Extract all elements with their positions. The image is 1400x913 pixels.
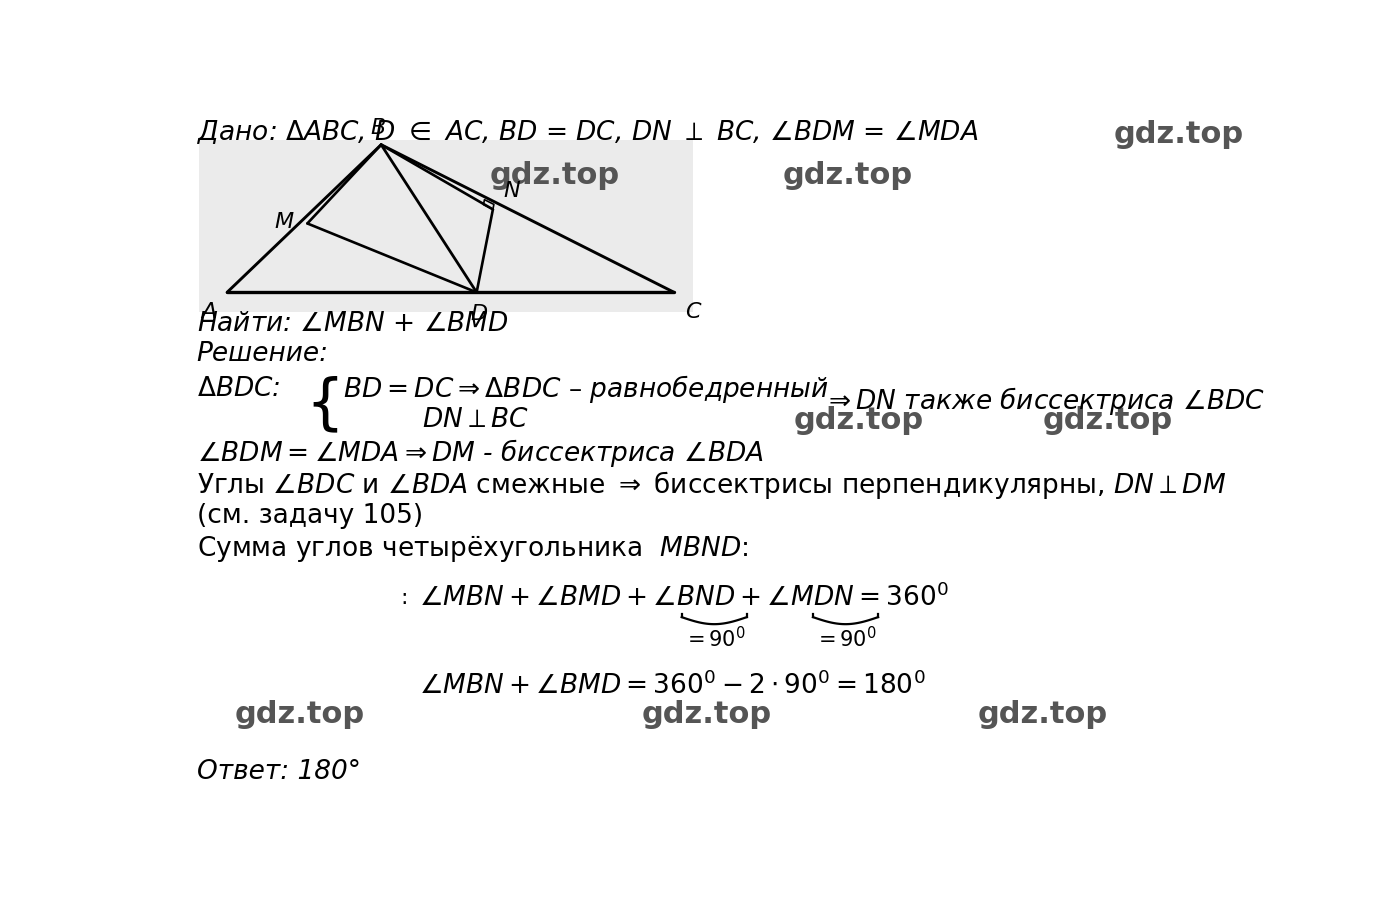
Text: $=90^0$: $=90^0$: [683, 625, 746, 651]
Text: $\angle MBN + \angle BMD + \angle BND + \angle MDN = 360^0$: $\angle MBN + \angle BMD + \angle BND + …: [419, 584, 949, 613]
Text: gdz.top: gdz.top: [783, 161, 913, 190]
Text: Углы $\angle BDC$ и $\angle BDA$ смежные $\Rightarrow$ биссектрисы перпендикуляр: Углы $\angle BDC$ и $\angle BDA$ смежные…: [196, 469, 1226, 501]
Text: gdz.top: gdz.top: [977, 699, 1107, 729]
Text: (см. задачу 105): (см. задачу 105): [196, 503, 423, 529]
Text: $\angle MBN + \angle BMD = 360^0 - 2 \cdot 90^0 = 180^0$: $\angle MBN + \angle BMD = 360^0 - 2 \cd…: [419, 672, 925, 700]
Text: C: C: [685, 302, 700, 322]
Text: $DN \perp BC$: $DN \perp BC$: [423, 407, 529, 434]
Text: Сумма углов четырёхугольника  $MBND$:: Сумма углов четырёхугольника $MBND$:: [196, 533, 748, 564]
Text: Найти: $\angle$MBN + $\angle$BMD: Найти: $\angle$MBN + $\angle$BMD: [196, 311, 508, 337]
Text: $\angle BDM = \angle MDA \Rightarrow DM$ - биссектриса $\angle BDA$: $\angle BDM = \angle MDA \Rightarrow DM$…: [196, 436, 763, 468]
Text: Дано: $\Delta$ABC, D $\in$ AC, BD = DC, DN $\perp$ BC, $\angle$BDM = $\angle$MDA: Дано: $\Delta$ABC, D $\in$ AC, BD = DC, …: [196, 118, 979, 146]
Text: gdz.top: gdz.top: [235, 699, 365, 729]
Text: $\Rightarrow DN$ также биссектриса $\angle BDC$: $\Rightarrow DN$ также биссектриса $\ang…: [823, 384, 1264, 416]
Text: {: {: [305, 375, 344, 435]
Text: :: :: [400, 588, 409, 608]
Text: $\Delta$BDC:: $\Delta$BDC:: [196, 376, 280, 403]
Text: M: M: [274, 212, 293, 232]
Text: B: B: [370, 118, 385, 138]
FancyBboxPatch shape: [199, 140, 693, 312]
Text: $BD = DC \Rightarrow \Delta BDC$ – равнобедренный: $BD = DC \Rightarrow \Delta BDC$ – равно…: [343, 373, 829, 405]
Text: A: A: [202, 302, 216, 322]
Text: gdz.top: gdz.top: [490, 161, 620, 190]
Text: Решение:: Решение:: [196, 341, 329, 367]
Text: D: D: [470, 304, 487, 323]
Text: gdz.top: gdz.top: [1113, 120, 1243, 149]
Text: gdz.top: gdz.top: [794, 405, 924, 435]
Text: N: N: [504, 181, 521, 201]
Text: gdz.top: gdz.top: [1043, 405, 1173, 435]
Text: $=90^0$: $=90^0$: [815, 625, 876, 651]
Text: Ответ: 180°: Ответ: 180°: [196, 759, 361, 785]
Text: gdz.top: gdz.top: [641, 699, 771, 729]
